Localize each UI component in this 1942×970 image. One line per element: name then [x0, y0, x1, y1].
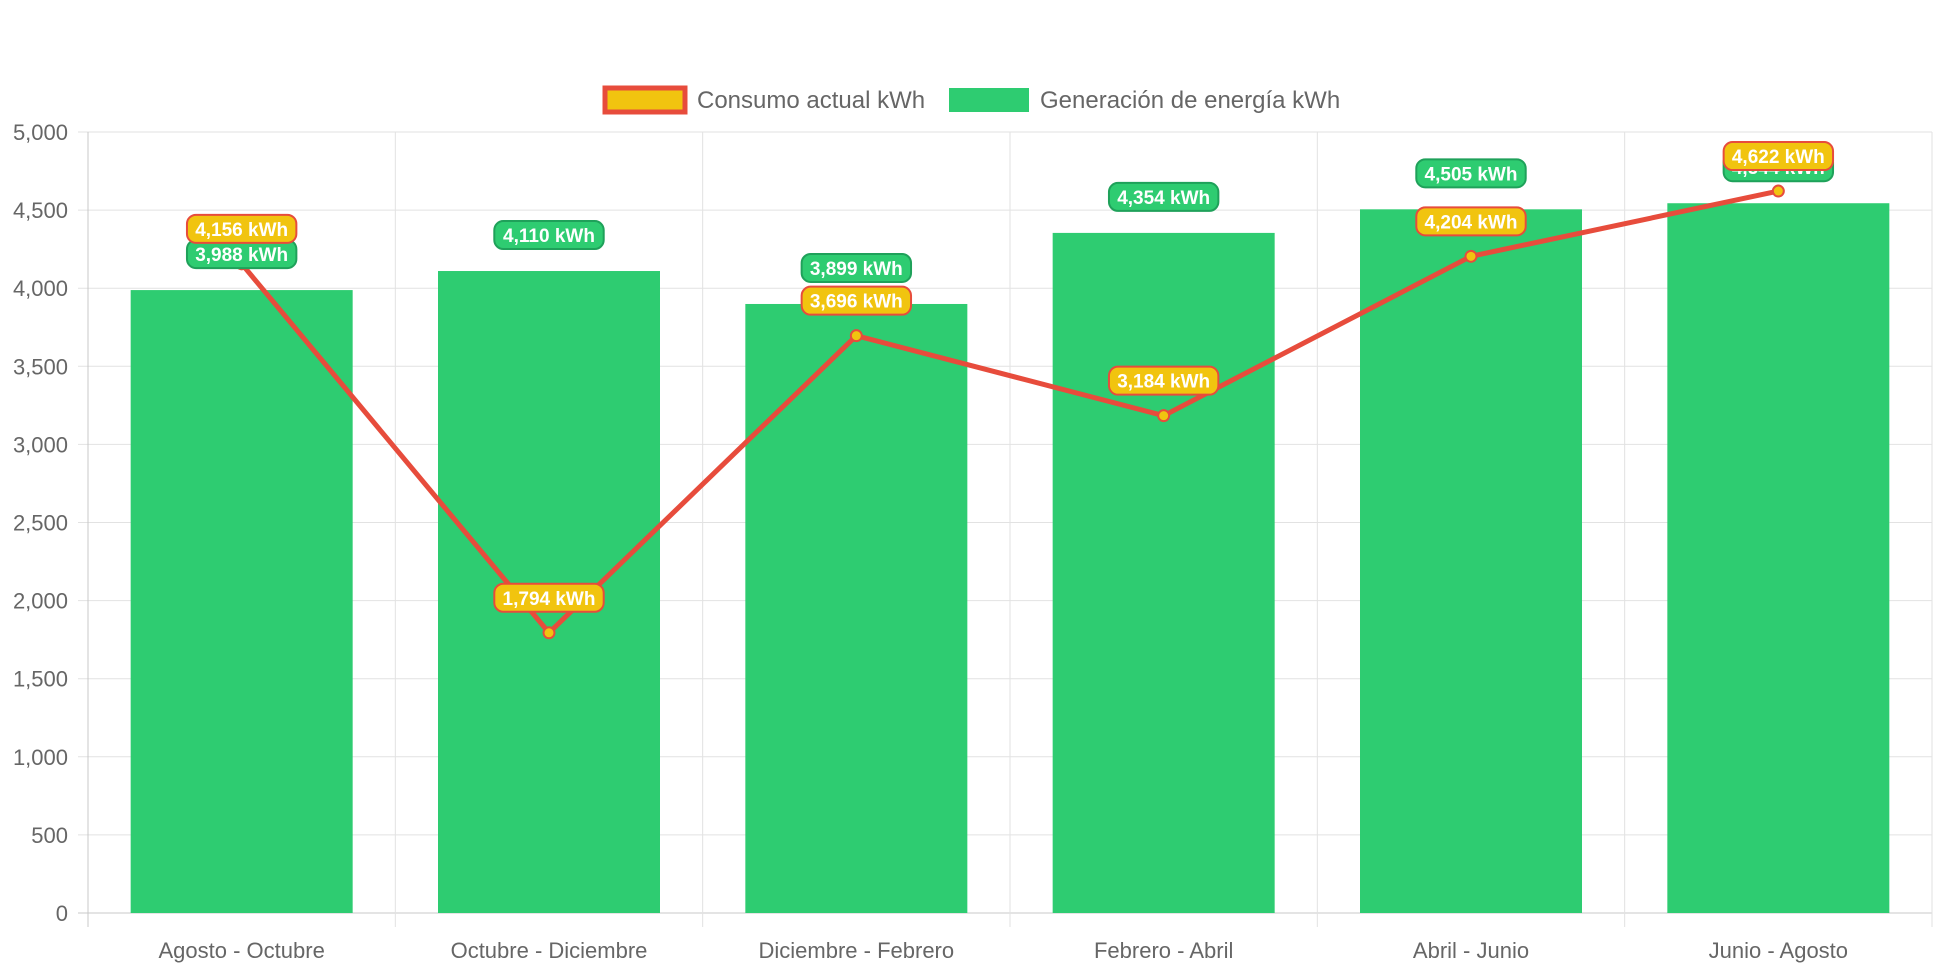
- legend[interactable]: Consumo actual kWh Generación de energía…: [602, 85, 1340, 115]
- consumption-data-label: 3,184 kWh: [1107, 365, 1220, 396]
- generation-bar: [1360, 209, 1582, 914]
- data-label-box: [1415, 158, 1527, 189]
- data-label-text: 3,184 kWh: [1117, 372, 1210, 393]
- data-label-box: [1722, 141, 1835, 172]
- data-label-text: 4,204 kWh: [1425, 212, 1518, 233]
- data-label-box: [1107, 181, 1220, 212]
- consumption-point: [1157, 409, 1171, 423]
- legend-consumo-label[interactable]: Consumo actual kWh: [697, 87, 925, 114]
- legend-consumo-swatch[interactable]: [602, 85, 688, 115]
- consumption-data-label: 3,696 kWh: [800, 285, 913, 316]
- data-label-box: [1415, 206, 1527, 237]
- consumption-point: [849, 329, 863, 343]
- generation-data-label: 4,110 kWh: [493, 220, 605, 251]
- generation-bar: [1052, 232, 1275, 913]
- x-tick-label: Agosto - Octubre: [159, 938, 325, 963]
- data-label-text: 4,156 kWh: [195, 220, 288, 241]
- y-tick-label: 2,000: [13, 589, 68, 614]
- data-label-text: 4,110 kWh: [503, 226, 595, 247]
- data-label-box: [800, 252, 913, 283]
- data-label-text: 3,899 kWh: [810, 259, 903, 280]
- data-label-box: [493, 582, 605, 613]
- legend-generacion-swatch[interactable]: [949, 88, 1029, 112]
- generation-data-label: 4,354 kWh: [1107, 181, 1220, 212]
- legend-generacion-label[interactable]: Generación de energía kWh: [1040, 87, 1340, 114]
- x-tick-label: Diciembre - Febrero: [759, 938, 955, 963]
- consumption-series-line: [239, 188, 1779, 636]
- generation-bar: [745, 303, 968, 913]
- data-label-text: 3,696 kWh: [810, 292, 903, 313]
- y-tick-label: 500: [31, 823, 68, 848]
- generation-bar: [1667, 203, 1890, 914]
- x-tick-label: Abril - Junio: [1413, 938, 1529, 963]
- data-label-box: [800, 285, 913, 316]
- x-tick-label: Octubre - Diciembre: [451, 938, 648, 963]
- x-tick-label: Junio - Agosto: [1709, 938, 1848, 963]
- generation-data-label: 3,988 kWh: [185, 239, 298, 270]
- data-label-text: 1,794 kWh: [503, 589, 596, 610]
- y-tick-label: 3,000: [13, 432, 68, 457]
- consumption-point: [542, 626, 556, 640]
- consumption-data-label: 4,622 kWh: [1722, 141, 1835, 172]
- y-tick-label: 1,000: [13, 745, 68, 770]
- y-tick-label: 1,500: [13, 667, 68, 692]
- data-label-box: [493, 220, 605, 251]
- grid: [78, 131, 1933, 927]
- y-tick-label: 3,500: [13, 354, 68, 379]
- x-tick-label: Febrero - Abril: [1094, 938, 1233, 963]
- consumption-data-label: 4,204 kWh: [1415, 206, 1527, 237]
- y-tick-label: 0: [56, 901, 68, 926]
- consumption-data-label: 1,794 kWh: [493, 582, 605, 613]
- data-label-box: [185, 213, 298, 244]
- data-label-text: 4,354 kWh: [1117, 188, 1210, 209]
- generation-data-label: 3,899 kWh: [800, 252, 913, 283]
- data-label-text: 4,505 kWh: [1425, 164, 1518, 185]
- y-tick-label: 4,500: [13, 198, 68, 223]
- y-axis-ticks: 0 500 1,000 1,500 2,000 2,500 3,000 3,500 4,000 4…: [13, 120, 68, 926]
- data-label-box: [1107, 365, 1220, 396]
- data-labels: 3,988 kWh 4,110 kWh 3,899 kWh 4,354 kWh 4,50…: [185, 141, 1835, 613]
- generation-bar: [130, 290, 353, 913]
- consumption-data-label: 4,156 kWh: [185, 213, 298, 244]
- x-axis-ticks: Agosto - Octubre Octubre - Diciembre Dicie…: [159, 938, 1849, 963]
- consumption-point: [1464, 249, 1478, 263]
- generation-data-label: 4,505 kWh: [1415, 158, 1527, 189]
- data-label-text: 4,622 kWh: [1732, 147, 1825, 168]
- consumption-point: [1771, 184, 1785, 198]
- data-label-text: 3,988 kWh: [195, 245, 288, 266]
- y-tick-label: 2,500: [13, 511, 68, 536]
- y-tick-label: 5,000: [13, 120, 68, 145]
- y-tick-label: 4,000: [13, 276, 68, 301]
- generation-bars: [130, 203, 1890, 914]
